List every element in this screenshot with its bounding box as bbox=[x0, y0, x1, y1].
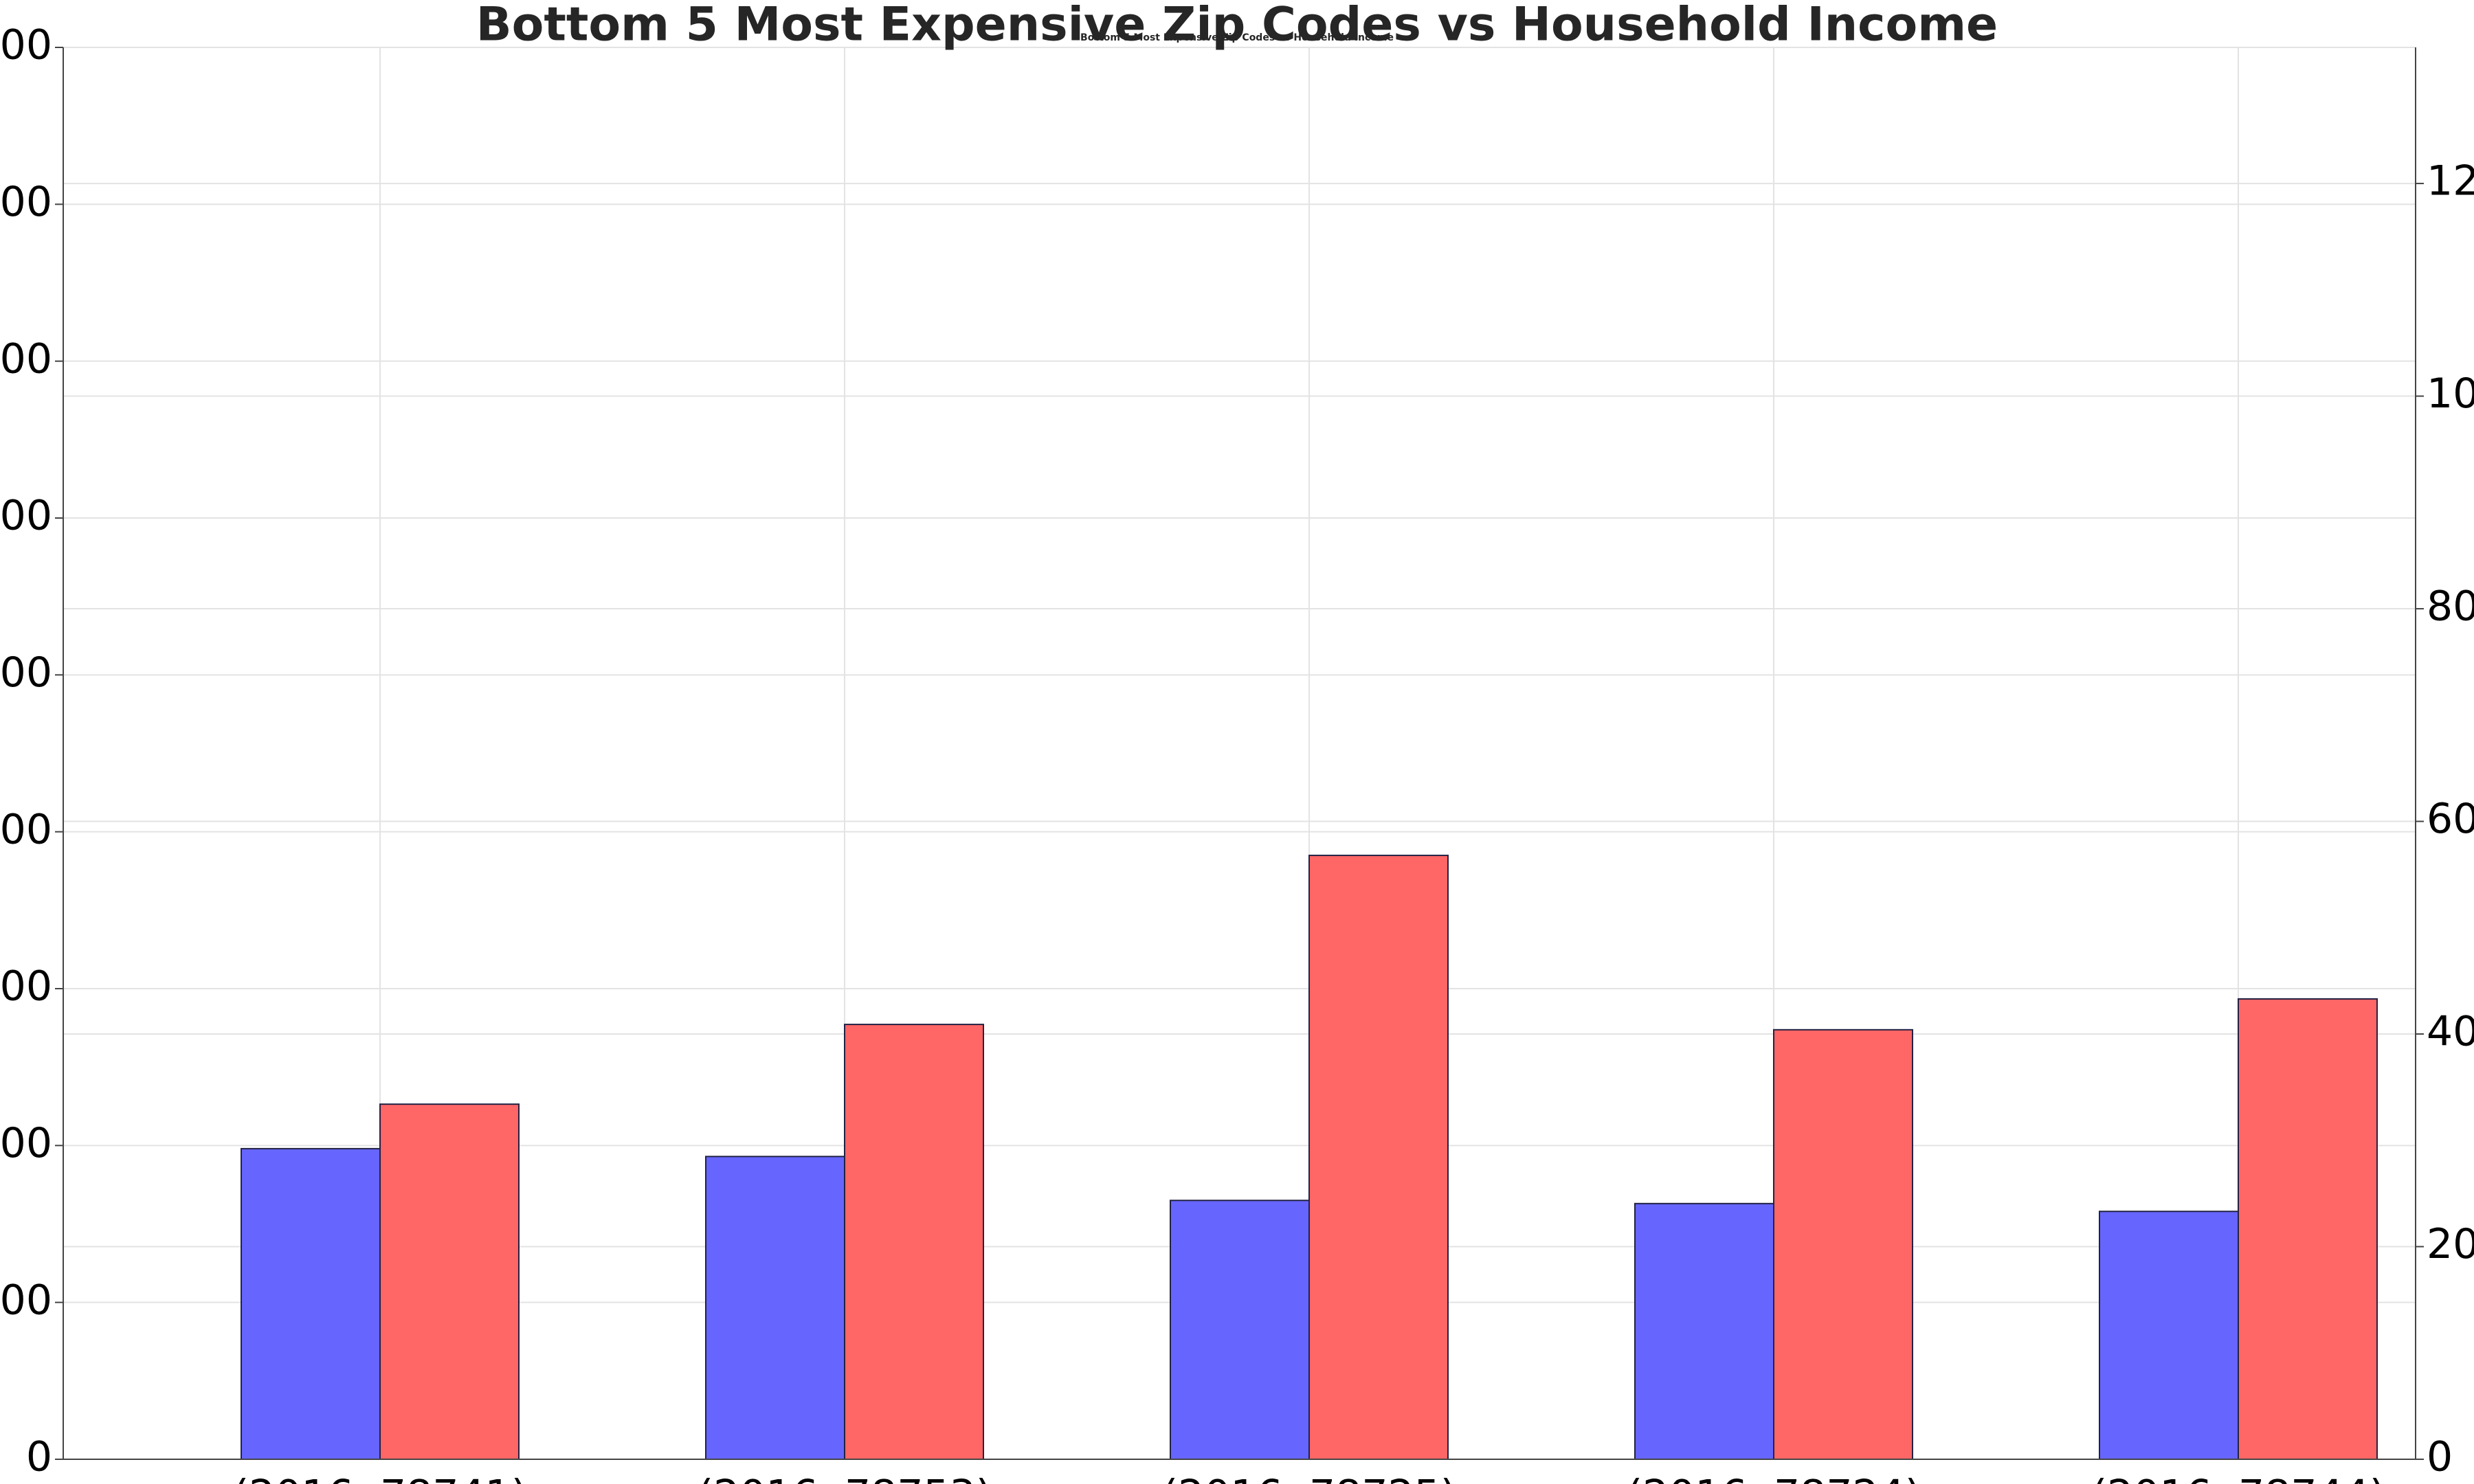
labels: 0100000200000300000400000500000600000700… bbox=[0, 21, 2474, 1484]
y-tick-label: 100000 bbox=[0, 1276, 52, 1324]
y2-tick-label: 120000 bbox=[2427, 157, 2474, 205]
x-tick-label: (2016, 78741) bbox=[233, 1472, 528, 1484]
x-tick-label: (2016, 78725) bbox=[1162, 1472, 1457, 1484]
bar bbox=[379, 1103, 520, 1461]
bar bbox=[844, 1024, 984, 1460]
y-tick-label: 200000 bbox=[0, 1119, 52, 1167]
chart-title: Bottom 5 Most Expensive Zip Codes vs Hou… bbox=[476, 0, 1998, 52]
x-tick-label: (2016, 78744) bbox=[2091, 1472, 2386, 1484]
y-tick-label: 0 bbox=[26, 1433, 52, 1481]
y2-tick-label: 0 bbox=[2427, 1433, 2453, 1481]
x-tick-label: (2016, 78753) bbox=[698, 1472, 992, 1484]
bar bbox=[2238, 998, 2378, 1461]
bar bbox=[241, 1147, 381, 1461]
y-tick-label: 800000 bbox=[0, 178, 52, 226]
y2-tick-label: 60000 bbox=[2427, 795, 2474, 843]
y-tick-label: 900000 bbox=[0, 21, 52, 69]
y2-tick-label: 20000 bbox=[2427, 1220, 2474, 1268]
chart-subtitle-small: Bottom 5 Most Expensive Zip Codes vs Hou… bbox=[1080, 32, 1394, 43]
bars bbox=[241, 855, 2378, 1461]
y-tick-label: 300000 bbox=[0, 963, 52, 1011]
y2-tick-label: 40000 bbox=[2427, 1008, 2474, 1056]
bar bbox=[1773, 1028, 1913, 1460]
y-tick-label: 500000 bbox=[0, 649, 52, 697]
bar bbox=[705, 1156, 845, 1460]
y-tick-label: 600000 bbox=[0, 492, 52, 540]
y-tick-label: 700000 bbox=[0, 335, 52, 383]
x-tick-label: (2016, 78724) bbox=[1627, 1472, 1921, 1484]
y2-tick-label: 100000 bbox=[2427, 370, 2474, 418]
bar bbox=[1308, 855, 1449, 1460]
y2-tick-label: 80000 bbox=[2427, 583, 2474, 631]
bar bbox=[1170, 1200, 1310, 1460]
bar bbox=[1634, 1202, 1774, 1460]
bar bbox=[2099, 1211, 2239, 1460]
y-tick-label: 400000 bbox=[0, 805, 52, 853]
